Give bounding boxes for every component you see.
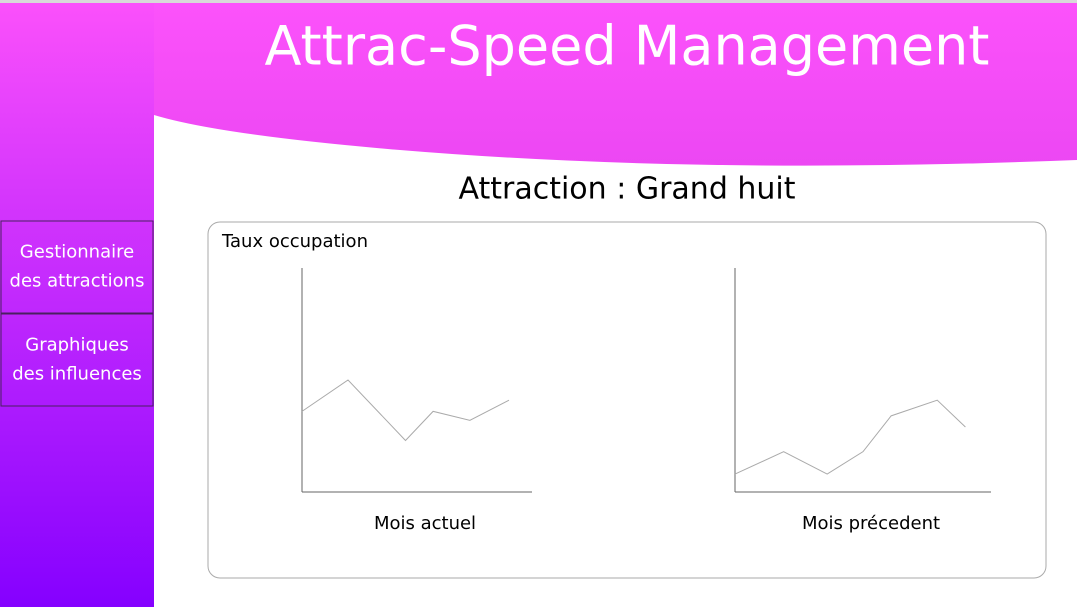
top-border	[0, 0, 1077, 3]
line-series	[734, 399, 966, 475]
chart-caption: Mois actuel	[374, 513, 476, 534]
sidebar	[0, 3, 154, 607]
nav-item[interactable]: Gestionnaire des attractions	[0, 220, 154, 314]
nav-item[interactable]: Graphiques des influences	[0, 313, 154, 407]
attraction-title: Attraction : Grand huit	[458, 172, 795, 207]
nav-label[interactable]: Graphiques des influences	[12, 335, 142, 385]
header-band	[154, 3, 1077, 166]
panel-label: Taux occupation	[221, 231, 368, 252]
nav-button[interactable]	[0, 313, 154, 407]
line-series	[301, 379, 510, 442]
nav-button[interactable]	[0, 220, 154, 314]
chart-caption: Mois précedent	[802, 513, 940, 534]
app-title: Attrac-Speed Management	[265, 15, 990, 78]
nav-label[interactable]: Gestionnaire des attractions	[10, 242, 145, 292]
panel	[207, 221, 1047, 579]
